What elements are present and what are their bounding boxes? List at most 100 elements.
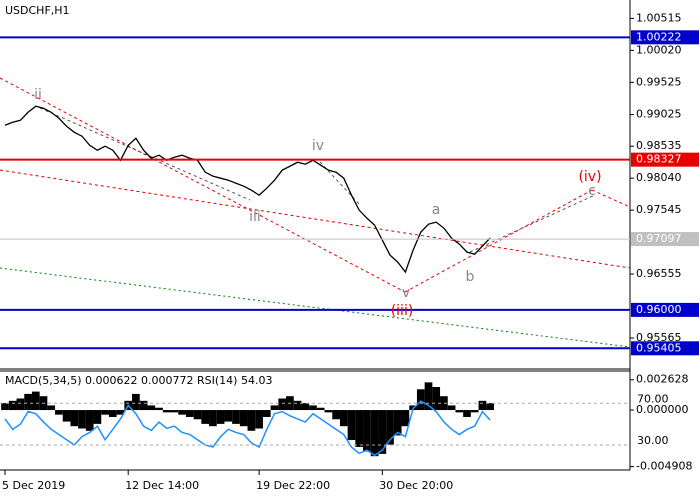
level-label: 1.00222 <box>636 30 682 43</box>
chart-title: USDCHF,H1 <box>5 4 70 17</box>
histogram-bar <box>155 407 163 411</box>
histogram-bar <box>78 410 86 429</box>
y-tick-label: 0.98535 <box>636 139 682 152</box>
histogram-bar <box>47 405 56 411</box>
histogram-bar <box>347 410 356 441</box>
histogram-bar <box>139 400 148 411</box>
histogram-bar <box>216 410 225 424</box>
histogram-bar <box>224 410 233 422</box>
wave-label: c <box>588 183 596 199</box>
trend-line <box>591 189 631 208</box>
histogram-bar <box>1 403 9 411</box>
histogram-bar <box>370 410 379 457</box>
histogram-bar <box>293 400 302 411</box>
y-tick-label: 0.99025 <box>636 108 682 121</box>
histogram-bar <box>62 410 71 422</box>
level-box <box>631 152 699 167</box>
histogram-bar <box>440 396 448 411</box>
histogram-bar <box>478 400 487 411</box>
y-tick-label: -0.004908 <box>636 460 692 473</box>
wave-label: b <box>466 269 475 285</box>
level-label: 0.95405 <box>636 341 682 354</box>
y2-tick-label: 70.00 <box>637 392 669 405</box>
histogram-bar <box>55 410 63 415</box>
histogram-bar <box>209 410 217 427</box>
histogram-bar <box>432 386 441 411</box>
level-box <box>631 30 699 45</box>
histogram-bar <box>24 393 32 411</box>
y-tick-label: 1.00020 <box>636 43 682 56</box>
histogram-bar <box>332 410 340 420</box>
y2-tick-label: 30.00 <box>637 434 669 447</box>
histogram-bar <box>232 410 240 424</box>
histogram-bar <box>101 410 109 415</box>
histogram-bar <box>486 403 494 411</box>
histogram-bar <box>147 405 156 411</box>
histogram-bar <box>470 410 479 413</box>
trend-line <box>0 169 631 269</box>
level-label: 0.96000 <box>636 303 682 316</box>
histogram-bar <box>309 405 317 411</box>
histogram-bar <box>424 382 433 411</box>
histogram-bar <box>178 410 186 415</box>
histogram-bar <box>162 410 171 413</box>
trend-line <box>0 77 406 293</box>
y-tick-label: 0.98040 <box>636 171 682 184</box>
histogram-bar <box>16 398 25 411</box>
price-line <box>4 105 491 274</box>
histogram-bar <box>93 410 102 424</box>
histogram-bar <box>386 410 394 445</box>
histogram-bar <box>339 410 348 427</box>
trend-line <box>469 194 596 253</box>
level-box <box>631 232 699 247</box>
histogram-bar <box>132 393 140 411</box>
wave-label: iv <box>312 138 324 154</box>
x-tick-label: 12 Dec 14:00 <box>125 479 199 492</box>
wave-label: ii <box>34 87 42 103</box>
wave-label: v <box>402 285 410 301</box>
histogram-bar <box>378 410 387 454</box>
y-tick-label: 0.000000 <box>636 403 689 416</box>
indicator-title: MACD(5,34,5) 0.000622 0.000772 RSI(14) 5… <box>5 374 272 387</box>
histogram-bar <box>8 400 17 411</box>
y-tick-label: 0.002628 <box>636 373 689 386</box>
histogram-bar <box>262 410 271 417</box>
y-tick-label: 0.96555 <box>636 267 682 280</box>
histogram-bar <box>193 410 202 420</box>
histogram-bar <box>70 410 79 427</box>
y-tick-label: 0.99525 <box>636 75 682 88</box>
x-tick-label: 30 Dec 20:00 <box>379 479 453 492</box>
level-label: 0.97097 <box>636 232 682 245</box>
histogram-bar <box>278 398 287 411</box>
histogram-bar <box>301 403 310 411</box>
rsi-line <box>4 400 491 457</box>
histogram-bar <box>416 389 425 411</box>
histogram-bar <box>447 405 456 411</box>
histogram-bar <box>316 407 325 411</box>
x-tick-label: 5 Dec 2019 <box>2 479 65 492</box>
y-tick-label: 0.97545 <box>636 203 682 216</box>
y-tick-label: 1.00515 <box>636 11 682 24</box>
histogram-bar <box>170 410 179 413</box>
histogram-bar <box>247 410 256 431</box>
histogram-bar <box>393 410 402 436</box>
histogram-bar <box>401 410 410 427</box>
histogram-bar <box>185 410 194 417</box>
histogram-bar <box>31 391 40 411</box>
histogram-bar <box>270 405 279 411</box>
histogram-bar <box>239 410 248 427</box>
histogram-bar <box>463 410 471 417</box>
trend-line <box>39 107 251 201</box>
wave-label: a <box>432 202 441 218</box>
histogram-bar <box>255 410 263 429</box>
histogram-bar <box>355 410 364 447</box>
histogram-bar <box>116 410 125 415</box>
histogram-bar <box>455 410 464 413</box>
level-box <box>631 302 699 317</box>
level-label: 0.98327 <box>636 153 682 166</box>
y-tick-label: 0.95565 <box>636 331 682 344</box>
level-box <box>631 341 699 356</box>
histogram-bar <box>324 410 333 413</box>
trend-line <box>0 267 631 348</box>
